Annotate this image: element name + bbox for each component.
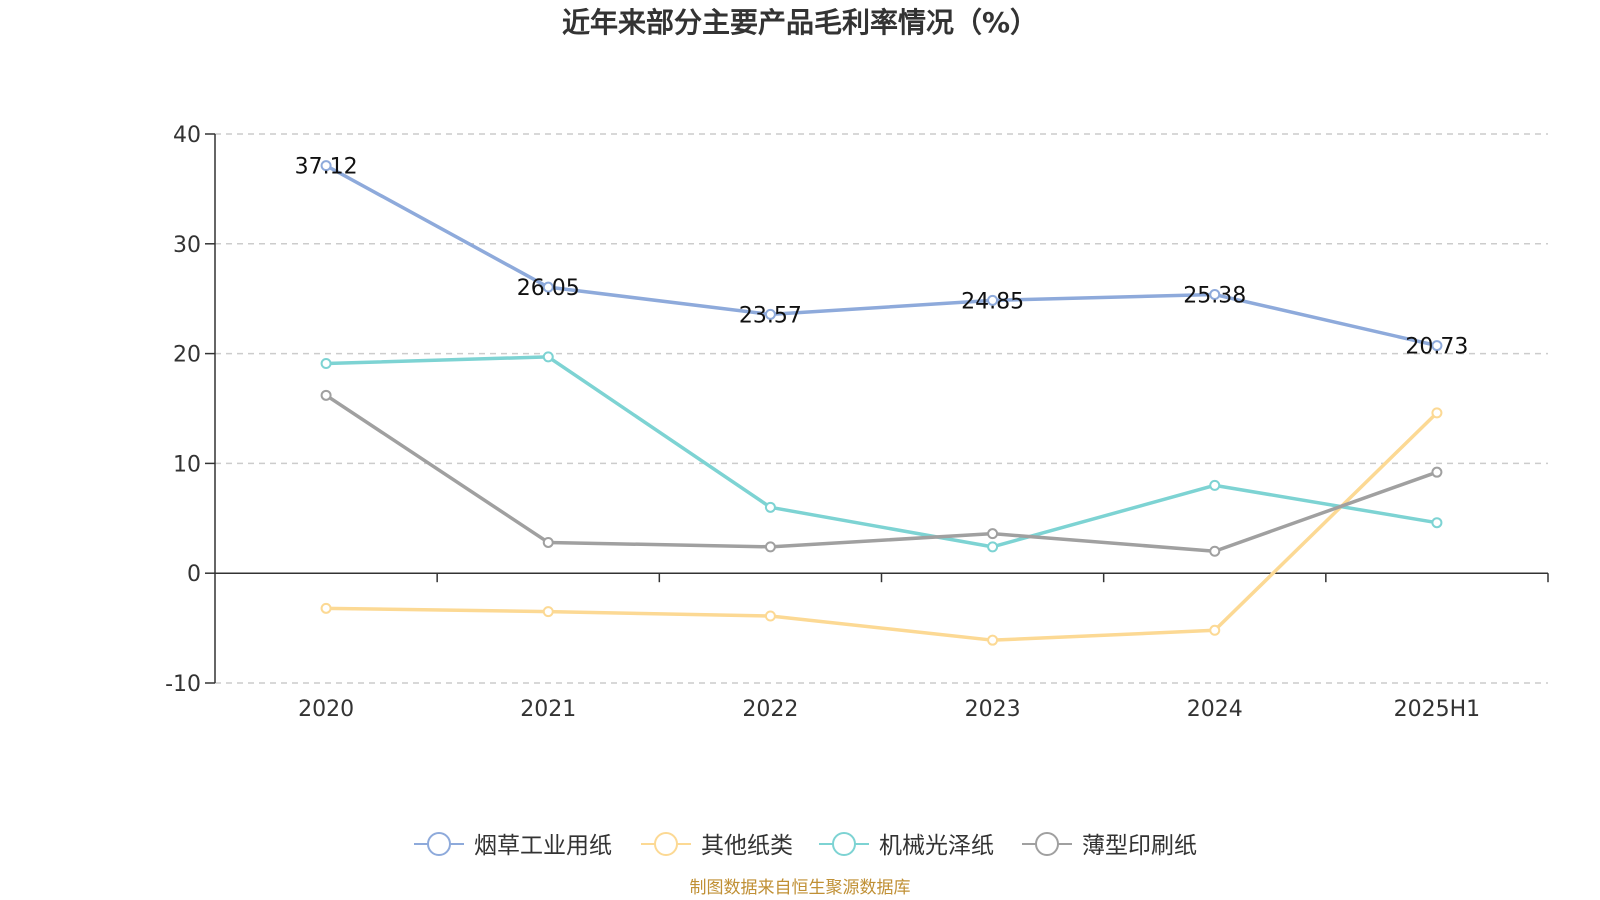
data-point: [1431, 517, 1443, 529]
x-tick-label: 2021: [520, 697, 576, 722]
legend-label: 薄型印刷纸: [1082, 833, 1197, 859]
data-labels: 37.12 26.05 23.57 24.85 25.38 20.73: [295, 155, 1469, 360]
chart-title: 近年来部分主要产品毛利率情况（%）: [562, 6, 1038, 39]
series-line-2: [326, 355, 1438, 549]
y-tick-label: 40: [173, 123, 201, 148]
data-point: [320, 160, 332, 172]
legend[interactable]: 烟草工业用纸 其他纸类 机械光泽纸 薄型印刷纸: [414, 832, 1197, 859]
data-point: [1431, 466, 1443, 478]
data-point: [987, 634, 999, 646]
legend-marker: [832, 832, 856, 856]
legend-label: 其他纸类: [701, 833, 793, 859]
data-point: [1209, 479, 1221, 491]
series-lines: [320, 160, 1443, 646]
legend-item[interactable]: 烟草工业用纸: [414, 832, 612, 859]
data-point: [542, 536, 554, 548]
legend-label: 机械光泽纸: [879, 833, 994, 859]
axes: -10 0 10 20 30 40 2020 2021 2022 2023 2024 2025H1: [165, 123, 1549, 722]
x-tick-label: 2022: [742, 697, 798, 722]
source-note: 制图数据来自恒生聚源数据库: [690, 878, 911, 898]
legend-marker: [654, 832, 678, 856]
x-tick-label: 2020: [298, 697, 354, 722]
data-label: 24.85: [961, 289, 1024, 314]
y-tick-label: 30: [173, 233, 201, 258]
data-point: [764, 610, 776, 622]
data-label: 23.57: [739, 303, 802, 328]
legend-item[interactable]: 薄型印刷纸: [1022, 832, 1197, 859]
y-tick-label: -10: [165, 672, 201, 697]
data-point: [542, 606, 554, 618]
legend-marker: [1035, 832, 1059, 856]
data-point: [542, 281, 554, 293]
data-point: [987, 528, 999, 540]
grid-lines: [215, 133, 1548, 684]
data-label: 26.05: [517, 276, 580, 301]
data-point: [1209, 624, 1221, 636]
data-point: [1431, 340, 1443, 352]
legend-label: 烟草工业用纸: [474, 833, 612, 859]
series-line-3: [325, 393, 1438, 553]
data-point: [1209, 545, 1221, 557]
data-point: [1431, 407, 1443, 419]
data-point: [987, 541, 999, 553]
data-point: [764, 308, 776, 320]
legend-item[interactable]: 机械光泽纸: [819, 832, 994, 859]
legend-item[interactable]: 其他纸类: [641, 832, 793, 859]
data-point: [764, 541, 776, 553]
data-point: [320, 357, 332, 369]
data-label: 25.38: [1183, 284, 1246, 309]
data-point: [987, 294, 999, 306]
x-tick-label: 2023: [965, 697, 1021, 722]
data-label: 20.73: [1405, 335, 1468, 360]
series-line-1: [326, 411, 1439, 642]
series-line-0: [325, 164, 1438, 348]
data-point: [542, 351, 554, 363]
y-tick-label: 10: [173, 452, 201, 477]
x-tick-label: 2025H1: [1394, 697, 1481, 722]
x-tick-label: 2024: [1187, 697, 1243, 722]
data-point: [320, 389, 332, 401]
y-tick-label: 20: [173, 343, 201, 368]
data-point: [1209, 289, 1221, 301]
legend-marker: [427, 832, 451, 856]
y-tick-label: 0: [187, 562, 201, 587]
data-point: [764, 501, 776, 513]
data-label: 37.12: [295, 155, 358, 180]
data-point: [320, 602, 332, 614]
